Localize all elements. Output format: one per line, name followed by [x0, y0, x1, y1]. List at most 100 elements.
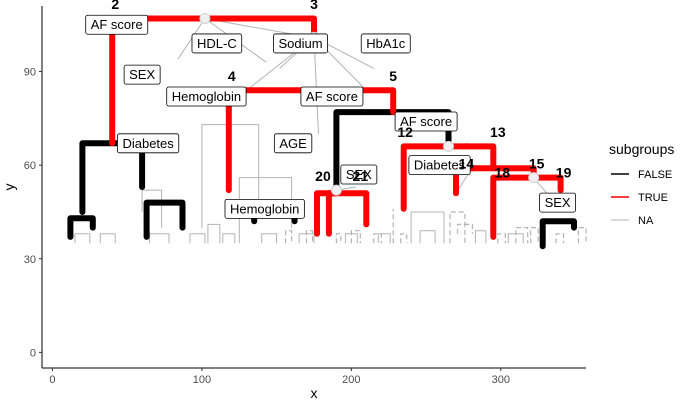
split-label: Hemoglobin [224, 198, 305, 219]
branch-na [377, 233, 391, 244]
branch-nad [305, 230, 314, 244]
split-label: AF score [300, 86, 364, 107]
split-node [443, 140, 455, 152]
node-number: 19 [556, 165, 572, 181]
branch-na [141, 189, 163, 228]
split-label: SEX [340, 164, 378, 185]
branch-true [325, 190, 370, 237]
split-label: Hemoglobin [166, 86, 247, 107]
branch-nad [449, 211, 466, 244]
legend-label: NA [638, 215, 654, 227]
node-number: 12 [397, 124, 413, 140]
split-label-text: AF score [91, 17, 143, 32]
branch-nad [530, 227, 539, 244]
split-node [199, 12, 211, 24]
split-label: Sodium [273, 33, 328, 54]
split-label-text: Hemoglobin [172, 89, 241, 104]
node-number: 18 [495, 165, 511, 181]
legend-entries: FALSE TRUE NA [611, 169, 672, 227]
legend-title: subgroups [609, 141, 674, 157]
split-label-box [360, 33, 411, 54]
branch-nad [373, 233, 382, 244]
branch-nad [400, 233, 408, 244]
y-axis-title: y [1, 184, 17, 191]
branch-nad [456, 223, 473, 234]
branch-false [539, 218, 577, 250]
node-number: 2 [111, 0, 119, 12]
label-connector [177, 18, 206, 60]
split-label-text: AF score [306, 89, 358, 104]
x-axis-title: x [311, 385, 318, 401]
split-label-text: AGE [279, 136, 307, 151]
branch-na [261, 233, 278, 244]
split-label-text: Diabetes [414, 158, 466, 173]
x-axis-ticks: 0 100 200 300 [49, 368, 510, 386]
branch-nad [577, 227, 587, 244]
tree-nodes [199, 12, 540, 196]
branch-na [207, 223, 221, 244]
branch-na [410, 211, 445, 244]
split-label-box [166, 86, 247, 107]
y-tick-label: 60 [24, 160, 36, 172]
branch-na [474, 230, 487, 244]
node-number: 14 [459, 155, 475, 171]
y-tick-label: 0 [30, 347, 36, 359]
branch-na [419, 230, 436, 244]
split-label: SEX [539, 192, 577, 213]
node-number: 13 [490, 124, 506, 140]
branch-nad [515, 227, 529, 244]
split-label: SEX [123, 64, 161, 85]
x-tick-label: 100 [193, 374, 211, 386]
split-label-box [340, 164, 378, 185]
split-label-text: AF score [400, 114, 452, 129]
split-label-box [394, 111, 458, 132]
legend: subgroups FALSE TRUE NA [609, 141, 674, 227]
x-tick-label: 300 [492, 374, 510, 386]
y-tick-label: 30 [24, 254, 36, 266]
split-label: Diabetes [408, 155, 471, 176]
branch-na [74, 233, 91, 244]
split-label-text: SEX [545, 195, 571, 210]
branch-nad [555, 233, 565, 244]
split-label-box [85, 14, 149, 35]
split-label-box [408, 155, 471, 176]
branch-na [222, 233, 236, 244]
branch-false [79, 140, 146, 215]
split-label-box [191, 33, 243, 54]
y-tick-label: 90 [24, 67, 36, 79]
plot-panel: 0 30 60 90 0 100 200 300 AF score HDL-C Sodium Hb… [24, 0, 587, 386]
split-label-text: Hemoglobin [230, 201, 299, 216]
node-number: 4 [228, 68, 236, 84]
branch-nad [285, 230, 293, 244]
branch-true [109, 15, 317, 147]
split-label: HDL-C [191, 33, 243, 54]
legend-label: TRUE [638, 192, 668, 204]
y-axis-ticks: 0 30 60 90 [24, 67, 42, 359]
split-label: AGE [273, 133, 313, 154]
tree-branches [67, 15, 587, 250]
split-label-box [123, 64, 161, 85]
split-node [528, 172, 540, 184]
node-numbers: 2 3 4 5 12 13 14 15 18 19 20 21 [111, 0, 571, 184]
split-label-text: Diabetes [122, 136, 174, 151]
split-label-box [273, 33, 328, 54]
split-labels: AF score HDL-C Sodium HbA1c SEX Hemoglobin AF … [85, 14, 577, 219]
branch-na [99, 233, 116, 244]
split-label-box [300, 86, 364, 107]
split-label-text: HbA1c [366, 36, 406, 51]
branch-true [490, 174, 564, 240]
node-number: 21 [353, 168, 369, 184]
split-label: AF score [394, 111, 458, 132]
node-number: 20 [315, 168, 331, 184]
split-label-text: HDL-C [197, 36, 237, 51]
branch-false [67, 215, 96, 240]
branch-na [189, 233, 206, 244]
node-number: 3 [310, 0, 318, 12]
split-label-text: SEX [129, 67, 155, 82]
legend-label: FALSE [638, 169, 672, 181]
branch-nad [335, 233, 342, 244]
split-label-text: SEX [346, 167, 372, 182]
split-label: HbA1c [360, 33, 411, 54]
split-label: AF score [85, 14, 149, 35]
